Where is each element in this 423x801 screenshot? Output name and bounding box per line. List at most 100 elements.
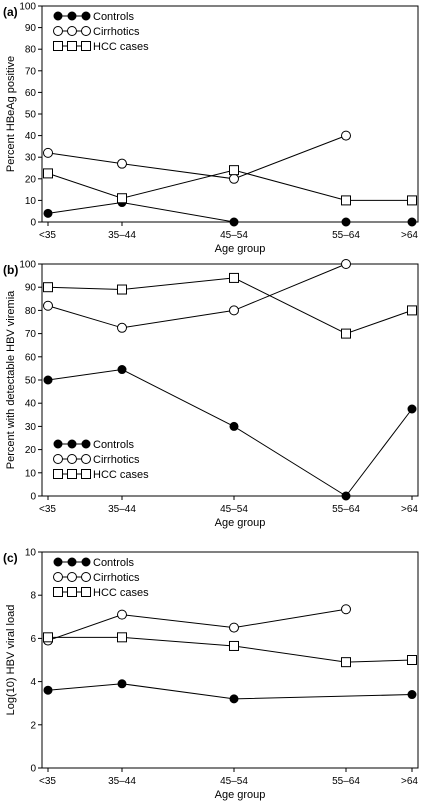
data-point-controls (43, 208, 53, 218)
legend: Controls Cirrhotics HCC cases (53, 11, 149, 53)
y-tick-label: 60 (25, 88, 37, 99)
data-point-cirrhotics (341, 259, 351, 269)
data-point-controls (117, 679, 127, 689)
legend-marker-controls (67, 439, 77, 449)
legend-label-controls: Controls (93, 557, 134, 569)
series-cirrhotics (43, 130, 351, 184)
legend-marker-cirrhotics (81, 454, 91, 464)
legend-marker-hcc-cases (81, 469, 91, 479)
legend: Controls Cirrhotics HCC cases (53, 439, 149, 481)
legend-marker-hcc-cases (67, 587, 77, 597)
y-tick-label: 100 (19, 2, 36, 13)
series-line-cirrhotics (47, 608, 347, 642)
x-tick-label: 45–54 (220, 230, 248, 241)
legend-marker-hcc-cases (53, 587, 63, 597)
legend-marker-controls (53, 439, 63, 449)
y-tick-label: 40 (25, 131, 37, 142)
y-tick-label: 8 (30, 591, 36, 602)
series-cirrhotics (43, 259, 351, 333)
data-point-controls (407, 404, 417, 414)
legend-label-cirrhotics: Cirrhotics (93, 454, 140, 466)
data-point-controls (229, 694, 239, 704)
x-tick-label: 35–44 (108, 230, 136, 241)
data-point-cirrhotics (117, 322, 127, 333)
chart-panel-1: (a) 0 10 20 30 40 50 60 70 80 90 100 <35 35–44 45–54 55… (3, 2, 419, 255)
x-axis-title: Age group (215, 517, 266, 529)
y-tick-label: 30 (25, 422, 37, 433)
series-line-controls (47, 683, 413, 700)
legend-label-controls: Controls (93, 11, 134, 23)
x-axis-title: Age group (215, 243, 266, 255)
legend-marker-controls (81, 11, 91, 21)
legend-marker-cirrhotics (53, 454, 63, 464)
x-tick-label: <35 (39, 504, 56, 515)
data-point-hcc-cases (43, 282, 53, 293)
data-point-cirrhotics (229, 622, 239, 633)
y-axis-title: Percent with detectable HBV viremia (5, 290, 17, 469)
legend: Controls Cirrhotics HCC cases (53, 557, 149, 599)
plot-frame (41, 5, 419, 223)
panel-label: (c) (3, 551, 18, 565)
data-point-controls (407, 690, 417, 700)
series-controls (43, 198, 417, 227)
y-tick-label: 10 (25, 196, 37, 207)
legend-marker-hcc-cases (81, 41, 91, 51)
y-tick-label: 4 (30, 677, 36, 688)
x-tick-label: 35–44 (108, 776, 136, 787)
legend-marker-controls (81, 439, 91, 449)
data-point-controls (43, 375, 53, 385)
data-point-hcc-cases (43, 632, 53, 643)
y-tick-label: 2 (30, 720, 36, 731)
data-point-controls (341, 491, 351, 501)
legend-label-hcc-cases: HCC cases (93, 41, 149, 53)
y-tick-label: 70 (25, 66, 37, 77)
data-point-hcc-cases (407, 305, 417, 316)
series-hcc-cases (43, 165, 417, 206)
data-point-hcc-cases (341, 657, 351, 668)
y-tick-label: 80 (25, 306, 37, 317)
chart-panel-2: (b) 0 10 20 30 40 50 60 70 80 90 100 <35 35–44 45–54 55… (3, 259, 419, 529)
data-point-controls (229, 217, 239, 227)
data-point-hcc-cases (229, 640, 239, 651)
legend-marker-hcc-cases (53, 41, 63, 51)
y-tick-label: 70 (25, 329, 37, 340)
data-point-cirrhotics (341, 604, 351, 615)
legend-marker-hcc-cases (81, 587, 91, 597)
series-cirrhotics (43, 604, 351, 646)
y-tick-label: 50 (25, 110, 37, 121)
data-point-hcc-cases (341, 195, 351, 206)
data-point-controls (407, 217, 417, 227)
x-tick-label: 35–44 (108, 504, 136, 515)
data-point-cirrhotics (43, 300, 53, 311)
y-tick-label: 50 (25, 376, 37, 387)
y-tick-label: 80 (25, 45, 37, 56)
x-tick-label: <35 (39, 776, 56, 787)
series-hcc-cases (43, 632, 417, 668)
data-point-controls (117, 365, 127, 375)
y-tick-label: 0 (30, 492, 36, 503)
x-tick-label: 45–54 (220, 776, 248, 787)
y-tick-label: 100 (19, 260, 36, 271)
legend-label-hcc-cases: HCC cases (93, 469, 149, 481)
legend-marker-cirrhotics (53, 26, 63, 36)
y-tick-label: 6 (30, 634, 36, 645)
chart-panel-3: (c) 0 2 4 6 8 10 <35 35–44 45–54 55–64 >64 Age group… (3, 548, 419, 801)
legend-marker-hcc-cases (53, 469, 63, 479)
legend-marker-cirrhotics (81, 26, 91, 36)
data-point-hcc-cases (117, 632, 127, 643)
y-axis-title: Log(10) HBV viral load (5, 605, 17, 716)
x-tick-label: <35 (39, 230, 56, 241)
data-point-hcc-cases (117, 284, 127, 295)
x-tick-label: 55–64 (332, 776, 360, 787)
series-line-controls (47, 202, 412, 223)
y-tick-label: 0 (30, 218, 36, 229)
legend-marker-hcc-cases (67, 41, 77, 51)
y-axis-title: Percent HBeAg positive (5, 56, 17, 172)
y-tick-label: 30 (25, 153, 37, 164)
x-tick-label: 45–54 (220, 504, 248, 515)
x-tick-label: >64 (401, 230, 418, 241)
y-tick-label: 20 (25, 445, 37, 456)
x-tick-label: 55–64 (332, 230, 360, 241)
legend-marker-controls (53, 11, 63, 21)
data-point-cirrhotics (43, 147, 53, 158)
